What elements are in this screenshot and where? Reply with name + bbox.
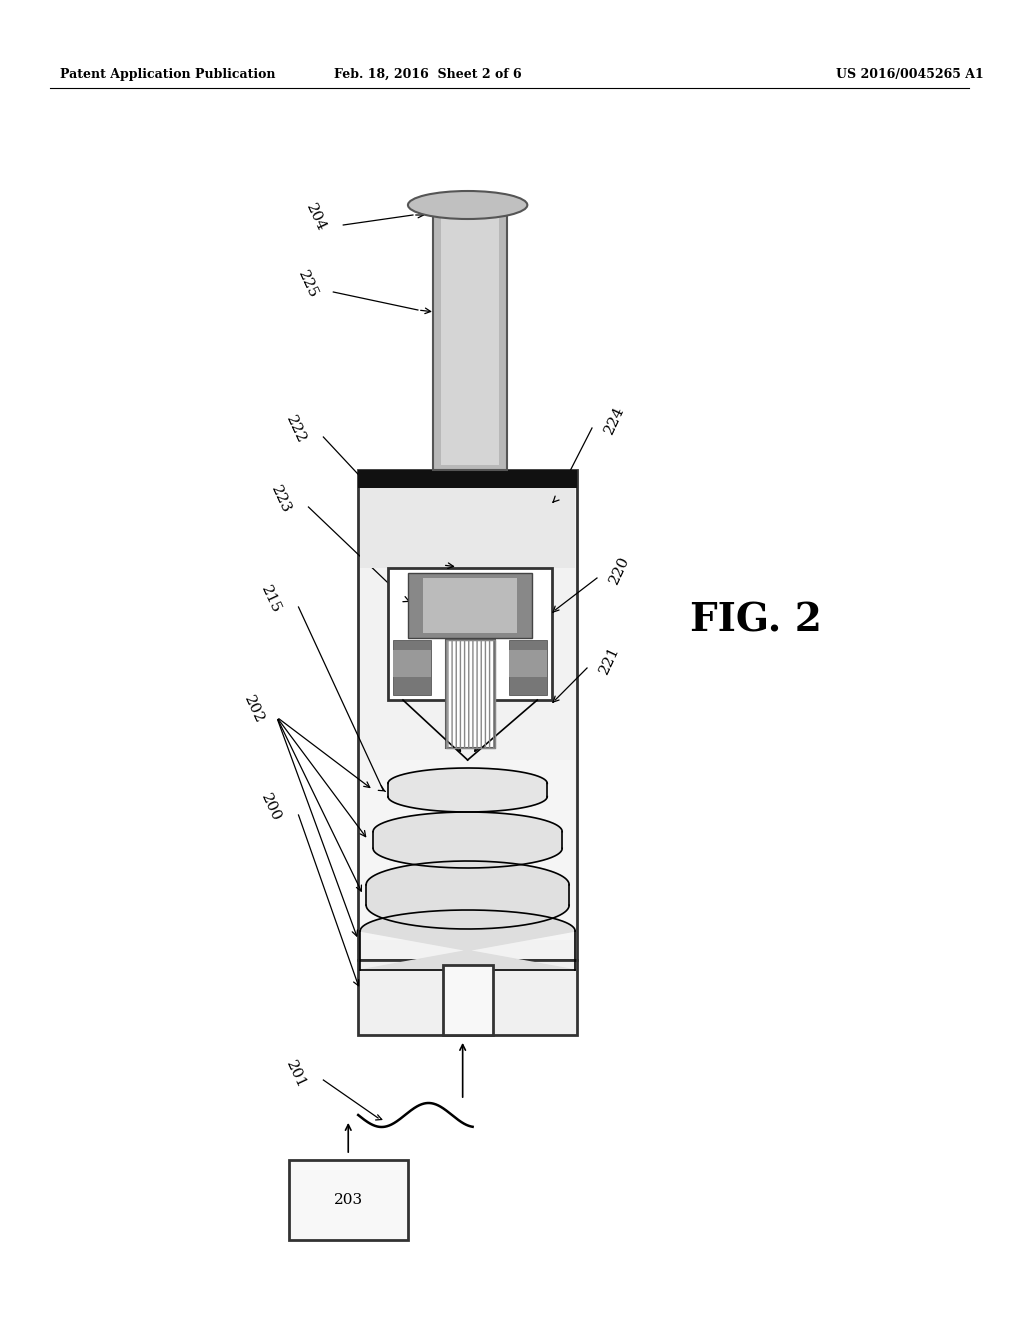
Polygon shape bbox=[373, 812, 562, 869]
Text: 200: 200 bbox=[258, 792, 284, 824]
Bar bbox=[360, 760, 575, 940]
Text: 204: 204 bbox=[303, 202, 329, 234]
Bar bbox=[393, 640, 431, 696]
Text: 203: 203 bbox=[334, 1193, 362, 1206]
Bar bbox=[445, 640, 496, 748]
Text: 220: 220 bbox=[607, 554, 632, 586]
Bar bbox=[289, 1160, 408, 1239]
Text: Patent Application Publication: Patent Application Publication bbox=[59, 69, 275, 81]
Polygon shape bbox=[388, 768, 547, 812]
Text: 225: 225 bbox=[295, 269, 321, 301]
Text: US 2016/0045265 A1: US 2016/0045265 A1 bbox=[836, 69, 983, 81]
Polygon shape bbox=[367, 861, 569, 929]
Bar bbox=[423, 578, 517, 634]
Text: 201: 201 bbox=[284, 1059, 308, 1092]
Bar bbox=[360, 488, 575, 568]
Bar bbox=[509, 640, 547, 696]
Bar bbox=[433, 201, 508, 470]
Bar bbox=[358, 470, 578, 960]
Ellipse shape bbox=[408, 191, 527, 219]
Text: 215: 215 bbox=[259, 583, 284, 616]
Text: 221: 221 bbox=[597, 644, 622, 676]
Bar bbox=[408, 573, 532, 638]
Bar bbox=[358, 470, 578, 488]
Bar bbox=[509, 649, 547, 677]
Bar bbox=[393, 649, 431, 677]
Bar bbox=[388, 568, 552, 700]
Text: FIG. 2: FIG. 2 bbox=[690, 601, 822, 639]
Bar bbox=[358, 960, 578, 1035]
Polygon shape bbox=[360, 909, 575, 970]
Text: 222: 222 bbox=[284, 413, 308, 446]
Bar bbox=[440, 205, 500, 465]
Bar bbox=[445, 640, 496, 748]
Text: 223: 223 bbox=[268, 484, 294, 516]
Bar bbox=[442, 965, 493, 1035]
Text: Feb. 18, 2016  Sheet 2 of 6: Feb. 18, 2016 Sheet 2 of 6 bbox=[334, 69, 521, 81]
Text: 202: 202 bbox=[242, 694, 266, 726]
Text: 224: 224 bbox=[602, 404, 627, 436]
